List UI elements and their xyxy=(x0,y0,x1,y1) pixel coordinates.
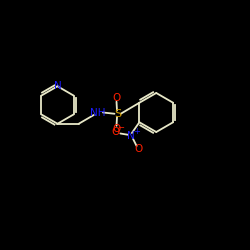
Text: +: + xyxy=(134,127,140,136)
Text: −: − xyxy=(117,123,124,132)
Text: S: S xyxy=(114,109,121,119)
Text: NH: NH xyxy=(90,108,105,118)
Text: O: O xyxy=(112,93,120,103)
Text: O: O xyxy=(112,127,120,137)
Text: O: O xyxy=(134,144,143,154)
Text: O: O xyxy=(112,124,120,134)
Text: N: N xyxy=(127,131,135,141)
Text: N: N xyxy=(54,81,61,91)
